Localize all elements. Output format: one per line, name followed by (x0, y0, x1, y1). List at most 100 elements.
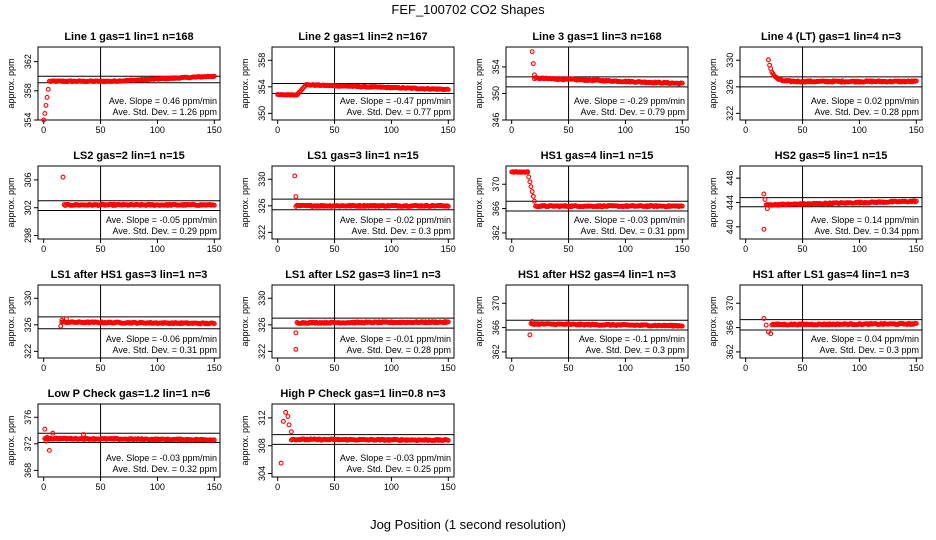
y-tick-label: 312 (257, 410, 267, 425)
slope-annotation: Ave. Slope = -0.05 ppm/min (106, 215, 217, 225)
x-tick-label: 50 (96, 482, 106, 492)
x-tick-label: 100 (150, 363, 165, 373)
x-tick-label: 0 (41, 244, 46, 254)
y-tick-label: 322 (23, 344, 33, 359)
x-tick-label: 0 (509, 244, 514, 254)
y-tick-label: 448 (725, 171, 735, 186)
x-tick-label: 50 (330, 363, 340, 373)
panel-13: Low P Check gas=1.2 lin=1 n=6 0 50 100 150 36… (6, 388, 222, 492)
y-tick-label: 330 (257, 172, 267, 187)
panel-2: Line 2 gas=1 lin=2 n=167 0 50 100 150 350 354 3… (240, 31, 456, 135)
slope-annotation: Ave. Slope = -0.01 ppm/min (340, 334, 451, 344)
y-tick-label: 350 (257, 106, 267, 121)
panel-title: High P Check gas=1 lin=0.8 n=3 (280, 388, 445, 400)
y-tick-label: 322 (725, 106, 735, 121)
plot-frame (505, 284, 689, 359)
std-annotation: Ave. Std. Dev. = 0.3 ppm (820, 345, 919, 355)
data-point (60, 174, 66, 180)
data-point (763, 322, 769, 328)
panel-5: LS2 gas=2 lin=1 n=15 0 50 100 150 298 302 306 ap… (6, 150, 222, 254)
x-tick-label: 150 (207, 125, 222, 135)
panel-6: LS1 gas=3 lin=1 n=15 0 50 100 150 322 326 330 ap… (240, 150, 456, 254)
panel-title: HS1 after LS1 gas=4 lin=1 n=3 (753, 269, 910, 281)
x-tick-label: 100 (150, 125, 165, 135)
y-tick-label: 326 (23, 317, 33, 332)
panel-7: HS1 gas=4 lin=1 n=15 0 50 100 150 362 366 370 ap… (474, 150, 690, 254)
y-tick-label: 354 (491, 59, 501, 74)
y-tick-label: 444 (725, 195, 735, 210)
y-axis-label: approx. ppm (240, 58, 250, 108)
data-point (278, 460, 284, 466)
y-tick-label: 362 (23, 54, 33, 69)
slope-annotation: Ave. Slope = -0.03 ppm/min (340, 453, 451, 463)
slope-annotation: Ave. Slope = 0.04 ppm/min (811, 334, 919, 344)
y-tick-label: 370 (491, 296, 501, 311)
y-axis-label: approx. ppm (474, 58, 484, 108)
panel-8: HS2 gas=5 lin=1 n=15 0 50 100 150 440 444 448 ap… (708, 150, 924, 254)
std-annotation: Ave. Std. Dev. = 0.25 ppm (347, 464, 451, 474)
slope-annotation: Ave. Slope = 0.14 ppm/min (811, 215, 919, 225)
data-point (43, 102, 49, 108)
data-point (762, 197, 768, 202)
data-point (445, 87, 451, 93)
y-tick-label: 372 (23, 436, 33, 451)
panel-title: HS1 gas=4 lin=1 n=15 (541, 150, 654, 162)
x-tick-label: 0 (509, 125, 514, 135)
data-point (285, 414, 291, 419)
y-tick-label: 368 (23, 463, 33, 478)
plot-frame (739, 284, 923, 359)
y-tick-label: 358 (23, 83, 33, 98)
y-tick-label: 330 (23, 291, 33, 306)
x-tick-label: 100 (852, 244, 867, 254)
slope-annotation: Ave. Slope = 0.46 ppm/min (109, 96, 217, 106)
y-tick-label: 302 (23, 200, 33, 215)
slope-annotation: Ave. Slope = -0.29 ppm/min (574, 96, 685, 106)
x-tick-label: 150 (207, 363, 222, 373)
x-tick-label: 50 (330, 482, 340, 492)
y-axis-label: approx. ppm (708, 58, 718, 108)
std-annotation: Ave. Std. Dev. = 0.31 ppm (581, 226, 685, 236)
panel-title: Line 3 gas=1 lin=3 n=168 (532, 31, 661, 43)
slope-annotation: Ave. Slope = -0.03 ppm/min (106, 453, 217, 463)
y-tick-label: 330 (725, 53, 735, 68)
data-point (58, 323, 64, 329)
data-point (530, 193, 536, 199)
data-point (761, 316, 767, 321)
plot-frame (37, 46, 221, 121)
panel-title: Line 2 gas=1 lin=2 n=167 (298, 31, 427, 43)
data-point (211, 437, 217, 443)
y-axis-label: approx. ppm (708, 177, 718, 227)
x-tick-label: 150 (909, 125, 924, 135)
slope-annotation: Ave. Slope = -0.06 ppm/min (106, 334, 217, 344)
data-point (445, 319, 451, 325)
panel-title: HS1 after HS2 gas=4 lin=1 n=3 (518, 269, 676, 281)
x-tick-label: 100 (852, 363, 867, 373)
y-axis-label: approx. ppm (240, 177, 250, 227)
y-tick-label: 308 (257, 438, 267, 453)
y-tick-label: 298 (23, 228, 33, 243)
y-tick-label: 350 (491, 86, 501, 101)
x-tick-label: 150 (441, 125, 456, 135)
data-point (913, 320, 919, 326)
y-axis-label: approx. ppm (240, 415, 250, 465)
x-tick-label: 50 (564, 125, 574, 135)
panel-title: Low P Check gas=1.2 lin=1 n=6 (48, 388, 211, 400)
panel-title: LS1 gas=3 lin=1 n=15 (307, 150, 419, 162)
main-title: FEF_100702 CO2 Shapes (391, 2, 545, 17)
data-point (283, 409, 289, 415)
std-annotation: Ave. Std. Dev. = 0.3 ppm (352, 226, 451, 236)
std-annotation: Ave. Std. Dev. = 0.79 ppm (581, 107, 685, 117)
x-tick-label: 100 (618, 363, 633, 373)
panel-10: LS1 after LS2 gas=3 lin=1 n=3 0 50 100 150 32… (240, 269, 456, 373)
y-tick-label: 366 (491, 201, 501, 216)
data-point (211, 321, 217, 327)
x-tick-label: 0 (41, 363, 46, 373)
x-tick-label: 0 (743, 363, 748, 373)
x-tick-label: 100 (150, 244, 165, 254)
x-tick-label: 0 (275, 482, 280, 492)
x-tick-label: 100 (618, 244, 633, 254)
y-tick-label: 358 (257, 53, 267, 68)
data-point (913, 78, 919, 84)
data-point (293, 346, 299, 352)
data-point (530, 61, 536, 67)
